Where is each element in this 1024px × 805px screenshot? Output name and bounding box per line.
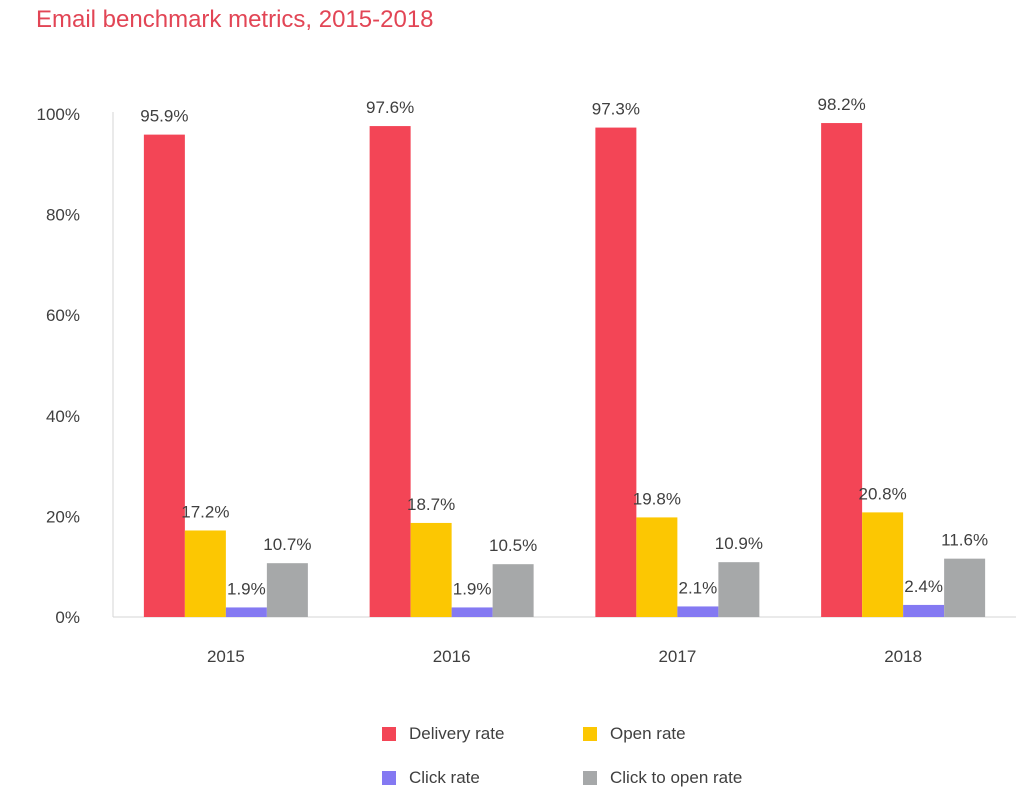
legend-swatch-open-rate xyxy=(583,727,597,741)
bar xyxy=(595,127,637,618)
data-label: 98.2% xyxy=(818,95,866,114)
legend-item-click-to-open-rate: Click to open rate xyxy=(583,768,742,788)
chart-title: Email benchmark metrics, 2015-2018 xyxy=(36,6,434,33)
bar xyxy=(225,607,267,617)
bar xyxy=(903,604,945,617)
data-label: 17.2% xyxy=(181,502,229,521)
data-label: 2.4% xyxy=(904,577,943,596)
y-tick-label: 0% xyxy=(55,608,80,627)
legend-label: Click to open rate xyxy=(610,768,743,787)
legend-label: Delivery rate xyxy=(409,724,505,743)
data-label: 10.7% xyxy=(263,535,311,554)
legend-swatch-delivery-rate xyxy=(382,727,396,741)
x-tick-label: 2017 xyxy=(658,647,696,666)
bar xyxy=(862,512,904,617)
data-label: 20.8% xyxy=(859,484,907,503)
legend-item-open-rate: Open rate xyxy=(583,724,686,744)
x-tick-label: 2018 xyxy=(884,647,922,666)
data-label: 1.9% xyxy=(227,579,266,598)
x-tick-label: 2015 xyxy=(207,647,245,666)
bar xyxy=(184,530,226,617)
legend-label: Click rate xyxy=(409,768,480,787)
legend-swatch-click-to-open-rate xyxy=(583,771,597,785)
y-tick-label: 100% xyxy=(37,105,80,124)
data-label: 2.1% xyxy=(679,578,718,597)
data-label: 97.3% xyxy=(592,100,640,119)
data-label: 10.9% xyxy=(715,534,763,553)
bar xyxy=(677,606,719,617)
x-tick-label: 2016 xyxy=(433,647,471,666)
data-label: 10.5% xyxy=(489,536,537,555)
bar xyxy=(821,123,863,617)
bar xyxy=(266,563,308,617)
y-tick-label: 60% xyxy=(46,306,80,325)
y-tick-label: 80% xyxy=(46,206,80,225)
bar xyxy=(369,126,411,618)
bar xyxy=(410,522,452,617)
legend-item-click-rate: Click rate xyxy=(382,768,480,788)
data-label: 97.6% xyxy=(366,98,414,117)
data-label: 18.7% xyxy=(407,495,455,514)
legend-swatch-click-rate xyxy=(382,771,396,785)
y-tick-label: 20% xyxy=(46,507,80,526)
bar xyxy=(718,562,760,617)
bar xyxy=(451,607,493,617)
y-tick-label: 40% xyxy=(46,407,80,426)
data-label: 1.9% xyxy=(453,579,492,598)
bar xyxy=(492,564,534,617)
legend-item-delivery-rate: Delivery rate xyxy=(382,724,504,744)
data-label: 95.9% xyxy=(140,107,188,126)
data-label: 11.6% xyxy=(941,531,988,550)
bar xyxy=(636,517,678,617)
data-label: 19.8% xyxy=(633,489,681,508)
chart-legend: Delivery rate Open rate Click rate Click… xyxy=(380,718,800,798)
bar xyxy=(143,134,185,618)
bar xyxy=(944,558,986,617)
legend-label: Open rate xyxy=(610,724,686,743)
